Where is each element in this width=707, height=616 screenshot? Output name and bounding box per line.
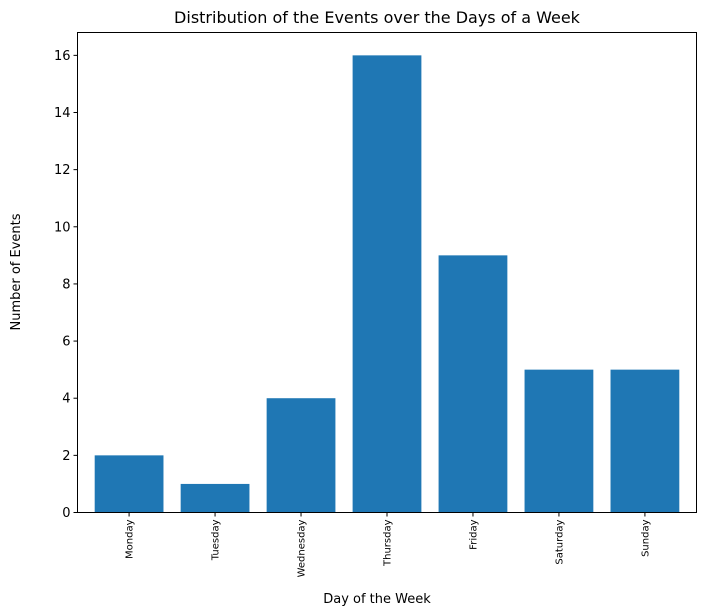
y-tick-label: 10	[54, 220, 71, 235]
bar-thursday	[352, 55, 422, 513]
x-tick-label-wednesday: Wednesday	[297, 519, 308, 577]
bars-group	[94, 55, 680, 513]
chart-title: Distribution of the Events over the Days…	[174, 8, 581, 27]
bar-monday	[94, 455, 164, 513]
y-tick-label: 2	[62, 449, 70, 464]
x-axis: Monday Tuesday Wednesday Thursday Friday Satu…	[125, 512, 651, 577]
x-tick-label-friday: Friday	[468, 519, 479, 549]
y-tick-label: 14	[54, 106, 71, 121]
y-axis: 0 2 4 6 8 10 12 14 16	[54, 49, 78, 521]
x-tick-label-tuesday: Tuesday	[211, 519, 222, 561]
plot-frame	[77, 32, 697, 513]
y-axis-label: Number of Events	[9, 213, 24, 330]
y-tick-label: 16	[54, 49, 71, 64]
x-tick-label-saturday: Saturday	[554, 519, 565, 564]
y-tick-label: 8	[62, 277, 70, 292]
x-tick-label-monday: Monday	[125, 519, 136, 559]
x-tick-label-sunday: Sunday	[640, 519, 651, 556]
bar-tuesday	[180, 483, 250, 513]
bar-friday	[438, 255, 508, 513]
x-axis-label: Day of the Week	[323, 592, 431, 607]
y-tick-label: 12	[54, 163, 71, 178]
y-tick-label: 4	[62, 392, 70, 407]
bar-saturday	[524, 369, 594, 513]
bar-sunday	[610, 369, 680, 513]
x-tick-label-thursday: Thursday	[383, 519, 394, 567]
bar-wednesday	[266, 398, 336, 513]
y-tick-label: 0	[62, 506, 70, 521]
y-tick-label: 6	[62, 335, 70, 350]
